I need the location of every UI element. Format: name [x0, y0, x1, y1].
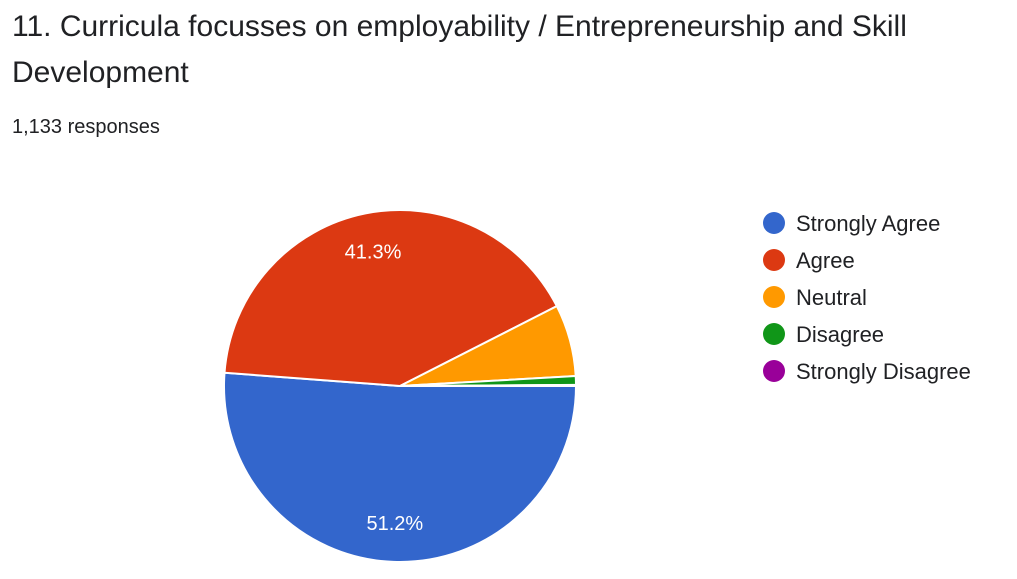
pie-slices	[223, 209, 578, 563]
legend-label-neutral: Neutral	[796, 285, 867, 310]
question-header: 11. Curricula focusses on employability …	[12, 4, 1002, 96]
slice-agree	[223, 209, 559, 388]
question-title: 11. Curricula focusses on employability …	[12, 10, 907, 89]
legend: Strongly Agree Agree Neutral Disagree Strong…	[763, 211, 971, 384]
slice-label-strongly-agree: 51.2%	[366, 513, 423, 535]
slice-strongly-disagree	[399, 383, 578, 387]
legend-swatch-agree	[763, 249, 785, 271]
slice-strongly-agree	[223, 371, 578, 563]
legend-label-disagree: Disagree	[796, 322, 884, 347]
slice-label-agree: 41.3%	[345, 241, 402, 263]
response-count: 1,133 responses	[12, 116, 160, 138]
legend-label-strongly-agree: Strongly Agree	[796, 211, 940, 236]
legend-swatch-strongly-disagree	[763, 360, 785, 382]
legend-swatch-strongly-agree	[763, 212, 785, 234]
legend-swatch-disagree	[763, 323, 785, 345]
legend-label-strongly-disagree: Strongly Disagree	[796, 359, 971, 384]
pie-labels: 51.2% 41.3%	[345, 241, 424, 535]
legend-swatch-neutral	[763, 286, 785, 308]
legend-label-agree: Agree	[796, 248, 855, 273]
